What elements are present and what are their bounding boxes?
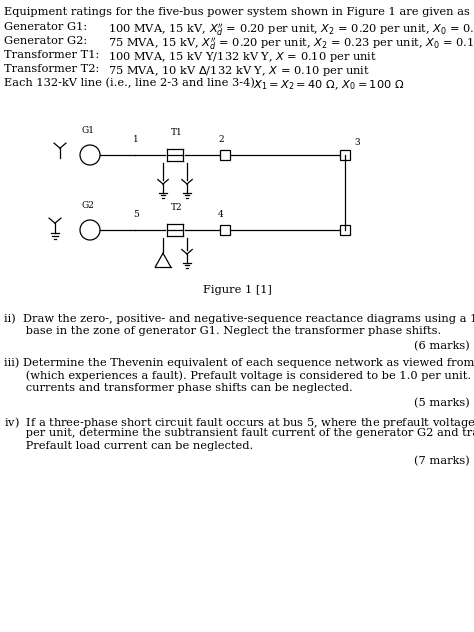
Text: G1: G1 bbox=[82, 126, 95, 135]
Text: 75 MVA, 10 kV $\Delta$/132 kV Y, $X$ = 0.10 per unit: 75 MVA, 10 kV $\Delta$/132 kV Y, $X$ = 0… bbox=[108, 64, 370, 78]
Text: per unit, determine the subtransient fault current of the generator G2 and trans: per unit, determine the subtransient fau… bbox=[4, 428, 474, 438]
Text: 1: 1 bbox=[133, 135, 139, 144]
Text: iv)  If a three-phase short circuit fault occurs at bus 5, where the prefault vo: iv) If a three-phase short circuit fault… bbox=[4, 415, 474, 430]
Bar bbox=[340, 150, 350, 160]
Text: currents and transformer phase shifts can be neglected.: currents and transformer phase shifts ca… bbox=[4, 383, 353, 393]
Text: Figure 1 [1]: Figure 1 [1] bbox=[202, 285, 272, 295]
Text: 100 MVA, 15 kV, $X_d^{\prime\prime}$ = 0.20 per unit, $X_2$ = 0.20 per unit, $X_: 100 MVA, 15 kV, $X_d^{\prime\prime}$ = 0… bbox=[108, 22, 474, 38]
Text: Equipment ratings for the five-bus power system shown in Figure 1 are given as f: Equipment ratings for the five-bus power… bbox=[4, 7, 474, 17]
Text: 3: 3 bbox=[354, 138, 360, 147]
Text: (5 marks): (5 marks) bbox=[414, 398, 470, 408]
Text: 4: 4 bbox=[218, 210, 224, 219]
Text: Prefault load current can be neglected.: Prefault load current can be neglected. bbox=[4, 441, 253, 451]
Text: ii)  Draw the zero-, positive- and negative-sequence reactance diagrams using a : ii) Draw the zero-, positive- and negati… bbox=[4, 313, 474, 324]
Text: (which experiences a fault). Prefault voltage is considered to be 1.0 per unit. : (which experiences a fault). Prefault vo… bbox=[4, 370, 474, 380]
Text: 75 MVA, 15 kV, $X_d^{\prime\prime}$ = 0.20 per unit, $X_2$ = 0.23 per unit, $X_0: 75 MVA, 15 kV, $X_d^{\prime\prime}$ = 0.… bbox=[108, 36, 474, 52]
Text: Transformer T2:: Transformer T2: bbox=[4, 64, 99, 74]
Text: 5: 5 bbox=[133, 210, 139, 219]
Text: T1: T1 bbox=[171, 128, 183, 137]
Text: Transformer T1:: Transformer T1: bbox=[4, 50, 99, 60]
Text: $X_1 = X_2 = 40\ \Omega$, $X_0 = 100\ \Omega$: $X_1 = X_2 = 40\ \Omega$, $X_0 = 100\ \O… bbox=[253, 78, 404, 92]
Bar bbox=[340, 225, 350, 235]
Text: G2: G2 bbox=[82, 201, 95, 210]
Bar bbox=[220, 150, 230, 160]
Text: 100 MVA, 15 kV Y/132 kV Y, $X$ = 0.10 per unit: 100 MVA, 15 kV Y/132 kV Y, $X$ = 0.10 pe… bbox=[108, 50, 377, 64]
Text: base in the zone of generator G1. Neglect the transformer phase shifts.: base in the zone of generator G1. Neglec… bbox=[4, 326, 441, 336]
Text: 2: 2 bbox=[218, 135, 224, 144]
Text: Generator G1:: Generator G1: bbox=[4, 22, 87, 32]
Bar bbox=[220, 225, 230, 235]
Text: (6 marks): (6 marks) bbox=[414, 341, 470, 351]
Text: Generator G2:: Generator G2: bbox=[4, 36, 87, 46]
Text: iii) Determine the Thevenin equivalent of each sequence network as viewed from t: iii) Determine the Thevenin equivalent o… bbox=[4, 357, 474, 368]
Text: T2: T2 bbox=[171, 203, 182, 212]
Text: Each 132-kV line (i.e., line 2-3 and line 3-4):: Each 132-kV line (i.e., line 2-3 and lin… bbox=[4, 78, 259, 88]
Text: (7 marks): (7 marks) bbox=[414, 456, 470, 466]
